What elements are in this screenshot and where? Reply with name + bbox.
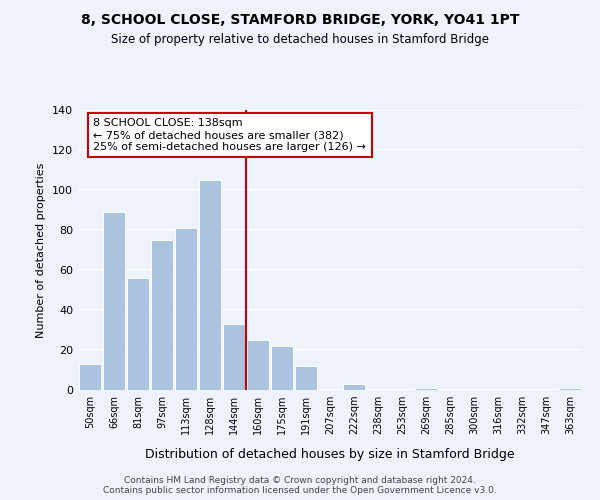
X-axis label: Distribution of detached houses by size in Stamford Bridge: Distribution of detached houses by size … [145,448,515,461]
Y-axis label: Number of detached properties: Number of detached properties [37,162,46,338]
Bar [559,388,581,390]
Bar [271,346,293,390]
Text: Contains HM Land Registry data © Crown copyright and database right 2024.
Contai: Contains HM Land Registry data © Crown c… [103,476,497,495]
Bar [223,324,245,390]
Bar [103,212,125,390]
Text: 8, SCHOOL CLOSE, STAMFORD BRIDGE, YORK, YO41 1PT: 8, SCHOOL CLOSE, STAMFORD BRIDGE, YORK, … [81,12,519,26]
Bar [343,384,365,390]
Bar [199,180,221,390]
Bar [175,228,197,390]
Bar [151,240,173,390]
Bar [127,278,149,390]
Bar [79,364,101,390]
Text: Size of property relative to detached houses in Stamford Bridge: Size of property relative to detached ho… [111,32,489,46]
Bar [415,388,437,390]
Text: 8 SCHOOL CLOSE: 138sqm
← 75% of detached houses are smaller (382)
25% of semi-de: 8 SCHOOL CLOSE: 138sqm ← 75% of detached… [93,118,366,152]
Bar [247,340,269,390]
Bar [295,366,317,390]
